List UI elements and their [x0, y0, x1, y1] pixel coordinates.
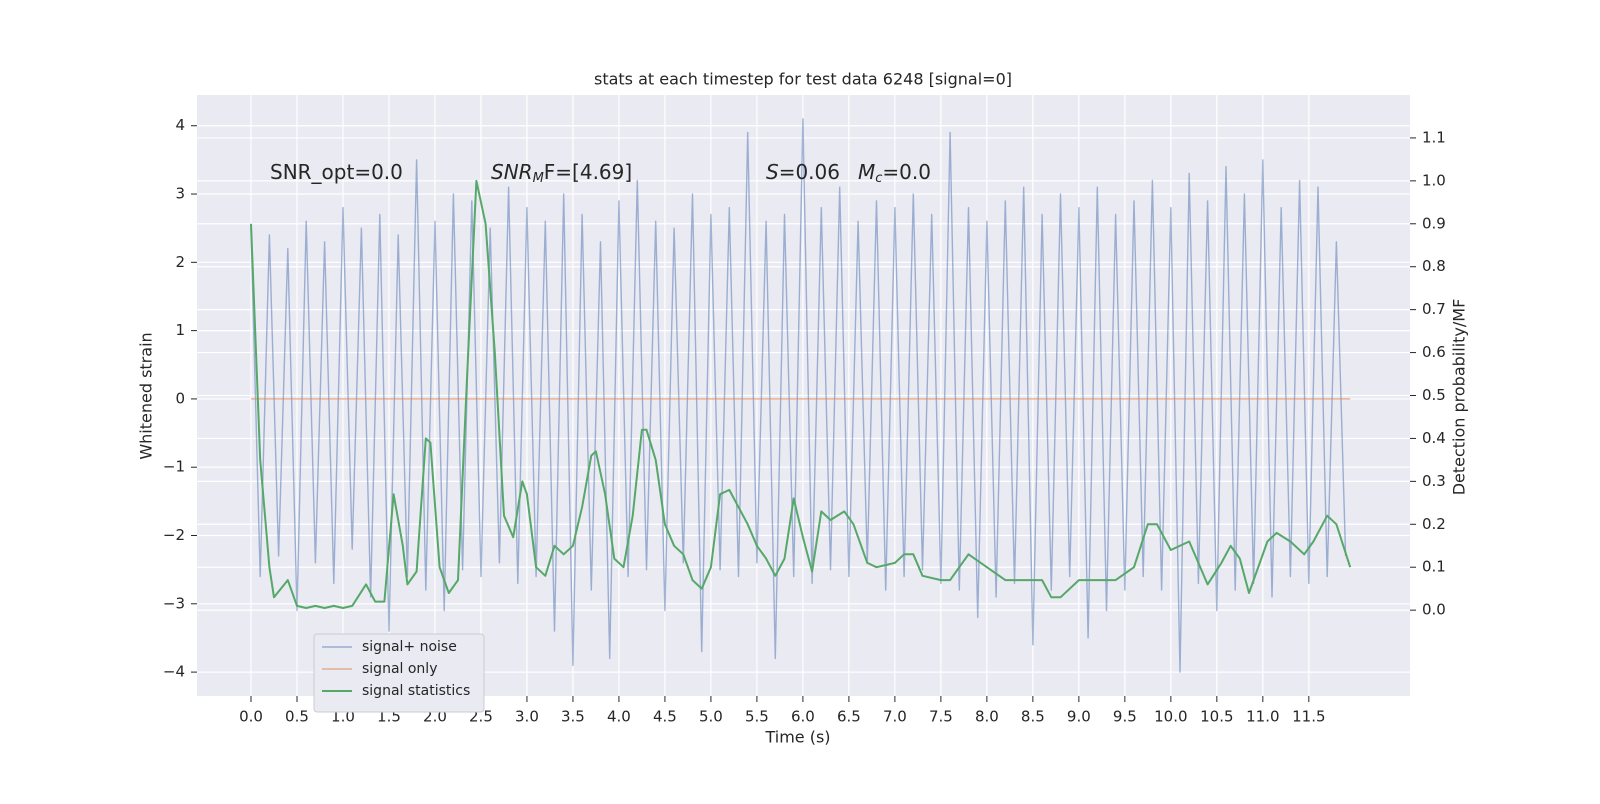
x-tick-label: 8.0	[975, 708, 999, 726]
x-tick-label: 3.0	[515, 708, 539, 726]
y-tick-label: 3	[175, 185, 185, 203]
y2-tick-label: 0.2	[1422, 515, 1446, 533]
y2-tick-label: 0.5	[1422, 386, 1446, 404]
y-tick-label: −2	[163, 526, 185, 544]
y-tick-label: −1	[163, 458, 185, 476]
x-tick-label: 5.0	[699, 708, 723, 726]
x-tick-label: 0.5	[285, 708, 309, 726]
y-tick-label: 0	[175, 389, 185, 407]
annotation-part: M	[533, 171, 544, 186]
y2-tick-label: 1.1	[1422, 128, 1446, 146]
legend-label: signal statistics	[362, 683, 470, 699]
annotation: Mc=0.0	[858, 160, 931, 186]
x-tick-label: 9.5	[1113, 708, 1137, 726]
annotation: S=0.06	[766, 160, 840, 184]
x-tick-label: 6.0	[791, 708, 815, 726]
legend-label: signal+ noise	[362, 639, 457, 655]
y2-tick-label: 0.1	[1422, 558, 1446, 576]
x-tick-label: 9.0	[1067, 708, 1091, 726]
x-tick-label: 4.5	[653, 708, 677, 726]
y2-tick-label: 1.0	[1422, 171, 1446, 189]
y2-tick-label: 0.4	[1422, 429, 1446, 447]
annotation-part: SNR	[491, 160, 533, 184]
y-tick-label: −3	[163, 594, 185, 612]
y2-tick-label: 0.3	[1422, 472, 1446, 490]
y2-tick-label: 0.6	[1422, 343, 1446, 361]
annotation: SNR_opt=0.0	[270, 160, 403, 184]
annotation-part: S	[766, 160, 779, 184]
annotation-part: M	[858, 160, 875, 184]
annotation: SNRMF=[4.69]	[491, 160, 632, 186]
chart-title: stats at each timestep for test data 624…	[594, 70, 1012, 89]
x-tick-label: 7.0	[883, 708, 907, 726]
y-tick-label: 2	[175, 253, 185, 271]
y2-tick-label: 0.7	[1422, 300, 1446, 318]
annotation-part: =0.0	[882, 160, 931, 184]
y-tick-label: −4	[163, 663, 185, 681]
y2-tick-label: 0.8	[1422, 257, 1446, 275]
x-tick-label: 5.5	[745, 708, 769, 726]
x-tick-label: 11.5	[1292, 708, 1325, 726]
x-tick-label: 10.0	[1154, 708, 1187, 726]
legend-label: signal only	[362, 661, 437, 677]
y2-tick-label: 0.0	[1422, 601, 1446, 619]
y-axis-label: Whitened strain	[137, 332, 156, 459]
x-tick-label: 10.5	[1200, 708, 1233, 726]
series-line	[250, 179, 1352, 609]
y-tick-label: 1	[175, 321, 185, 339]
annotation-part: F=[4.69]	[544, 160, 632, 184]
x-tick-label: 0.0	[239, 708, 263, 726]
x-axis-label: Time (s)	[764, 728, 830, 747]
series-line	[250, 118, 1347, 673]
annotation-part: c	[875, 171, 882, 186]
annotation-part: SNR_opt=0.0	[270, 160, 403, 184]
y2-tick-label: 0.9	[1422, 214, 1446, 232]
y2-axis-label: Detection probability/MF	[1450, 299, 1469, 496]
x-tick-label: 3.5	[561, 708, 585, 726]
x-tick-label: 11.0	[1246, 708, 1279, 726]
x-tick-label: 7.5	[929, 708, 953, 726]
x-tick-label: 4.0	[607, 708, 631, 726]
annotation-part: =0.06	[779, 160, 840, 184]
legend-box	[313, 633, 485, 713]
y-tick-label: 4	[175, 116, 185, 134]
x-tick-label: 8.5	[1021, 708, 1045, 726]
x-tick-label: 6.5	[837, 708, 861, 726]
